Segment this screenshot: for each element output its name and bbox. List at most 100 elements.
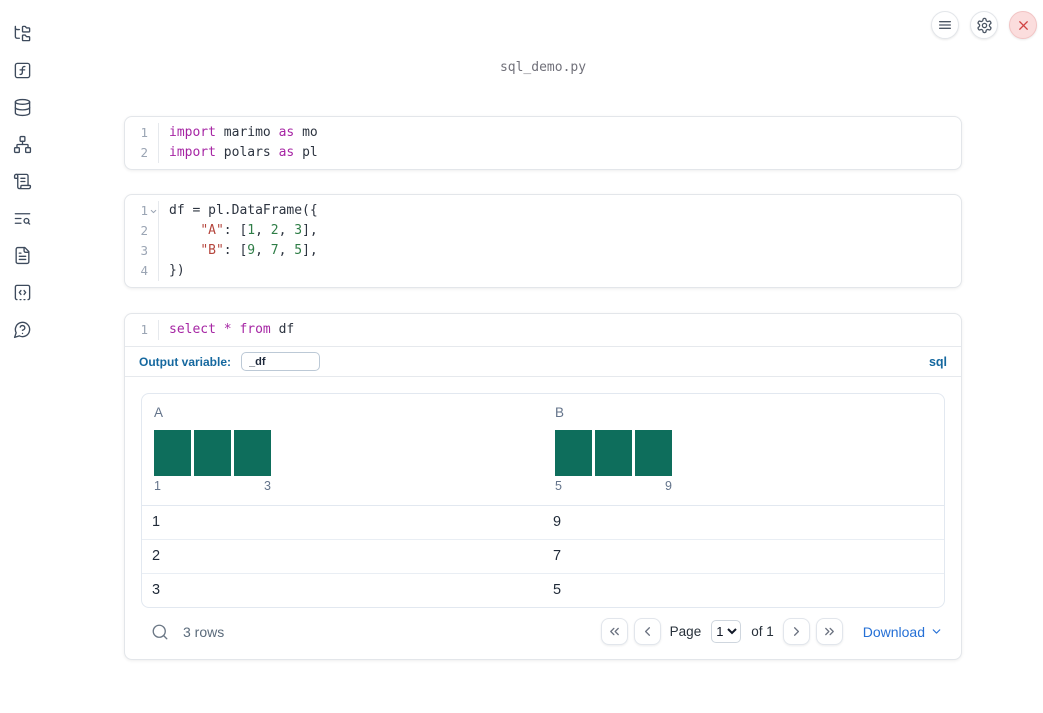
code-line: import marimo as mo bbox=[169, 125, 318, 140]
fold-slot bbox=[148, 241, 158, 261]
file-tree-icon bbox=[13, 24, 32, 43]
fold-slot bbox=[148, 320, 158, 340]
snippets-code-icon bbox=[13, 283, 32, 302]
line-number: 1 bbox=[140, 203, 148, 218]
axis-tick-max: 3 bbox=[264, 479, 271, 493]
code-line: import polars as pl bbox=[169, 145, 318, 160]
last-page-button[interactable] bbox=[815, 618, 843, 645]
download-button[interactable]: Download bbox=[863, 624, 943, 640]
sql-editor[interactable]: 1 select * from df bbox=[125, 314, 961, 347]
row-count: 3 rows bbox=[183, 623, 225, 640]
gutter-line: 3 bbox=[125, 241, 158, 261]
menu-icon bbox=[937, 17, 953, 33]
sidebar-item-snippets[interactable] bbox=[13, 283, 32, 302]
column-name: A bbox=[154, 405, 164, 420]
gutter-line: 4 bbox=[125, 261, 158, 281]
sidebar-item-scratchpad[interactable] bbox=[13, 172, 32, 191]
sidebar-item-variables[interactable] bbox=[13, 61, 32, 80]
gutter-line: 2 bbox=[125, 143, 158, 163]
pagination: Page 1 of 1 bbox=[600, 618, 843, 645]
table-cell: 7 bbox=[553, 548, 562, 564]
function-square-icon bbox=[13, 61, 32, 80]
sidebar-item-logs[interactable] bbox=[13, 209, 32, 228]
code-lines: import marimo as mo import polars as pl bbox=[158, 123, 961, 163]
gutter-line: 1 bbox=[125, 201, 158, 221]
column-name: B bbox=[555, 405, 565, 420]
line-number: 2 bbox=[140, 223, 148, 238]
code-line: "A": [1, 2, 3], bbox=[200, 223, 318, 238]
next-page-button[interactable] bbox=[782, 618, 810, 645]
chevrons-left-icon bbox=[607, 624, 622, 639]
sidebar-item-help[interactable] bbox=[13, 320, 32, 339]
first-page-button[interactable] bbox=[600, 618, 628, 645]
code-line: select * from df bbox=[169, 322, 295, 337]
fold-chevron-icon[interactable] bbox=[148, 201, 158, 221]
histogram-bar bbox=[154, 430, 191, 476]
fold-slot bbox=[148, 221, 158, 241]
line-number: 3 bbox=[140, 243, 148, 258]
histogram-bar bbox=[555, 430, 592, 476]
chevron-down-icon bbox=[930, 625, 943, 638]
datasources-database-icon bbox=[13, 98, 32, 117]
page-select[interactable]: 1 bbox=[711, 620, 742, 643]
fold-slot bbox=[148, 261, 158, 281]
help-question-icon bbox=[13, 320, 32, 339]
prev-page-button[interactable] bbox=[633, 618, 661, 645]
gutter-line: 2 bbox=[125, 221, 158, 241]
line-number: 4 bbox=[140, 263, 148, 278]
code-cell-imports: 1 2 import marimo as mo import polars as pl bbox=[124, 116, 962, 170]
axis-tick-max: 9 bbox=[665, 479, 672, 493]
page-label: Page bbox=[669, 624, 702, 639]
code-lines: select * from df bbox=[158, 320, 961, 340]
histogram-bars bbox=[154, 430, 271, 476]
code-lines: df = pl.DataFrame({ "A": [1, 2, 3], "B":… bbox=[158, 201, 961, 281]
fold-slot bbox=[148, 123, 158, 143]
histogram-bars bbox=[555, 430, 672, 476]
topbar-controls bbox=[931, 11, 1037, 39]
scroll-text-icon bbox=[13, 172, 32, 191]
fold-slot bbox=[148, 143, 158, 163]
line-number: 1 bbox=[140, 322, 148, 337]
code-editor[interactable]: 1 2 3 4 df = pl.DataFrame({ "A": [1, 2, 3], … bbox=[125, 195, 961, 287]
close-icon bbox=[1016, 18, 1031, 33]
code-line: }) bbox=[169, 263, 185, 278]
histogram-bar bbox=[635, 430, 672, 476]
line-number-gutter: 1 2 3 4 bbox=[125, 201, 158, 281]
logs-search-icon bbox=[13, 209, 32, 228]
settings-gear-icon bbox=[976, 17, 993, 34]
sidebar-item-datasources[interactable] bbox=[13, 98, 32, 117]
code-cell-dataframe: 1 2 3 4 df = pl.DataFrame({ "A": [1, 2, 3], … bbox=[124, 194, 962, 288]
output-variable-row: Output variable: sql bbox=[125, 347, 961, 377]
axis-tick-min: 1 bbox=[154, 479, 161, 493]
menu-button[interactable] bbox=[931, 11, 959, 39]
sidebar-item-files[interactable] bbox=[13, 24, 32, 43]
histogram-bar bbox=[595, 430, 632, 476]
settings-button[interactable] bbox=[970, 11, 998, 39]
line-number-gutter: 1 bbox=[125, 320, 158, 340]
sidebar-item-dependencies[interactable] bbox=[13, 135, 32, 154]
code-line: "B": [9, 7, 5], bbox=[200, 243, 318, 258]
axis-tick-min: 5 bbox=[555, 479, 562, 493]
output-variable-input[interactable] bbox=[241, 352, 321, 371]
chevron-left-icon bbox=[640, 624, 655, 639]
code-line: df = pl.DataFrame({ bbox=[169, 203, 318, 218]
page-of-label: of 1 bbox=[751, 624, 774, 639]
table-cell: 5 bbox=[553, 582, 562, 598]
code-editor[interactable]: 1 2 import marimo as mo import polars as pl bbox=[125, 117, 961, 169]
table-cell: 3 bbox=[152, 582, 161, 598]
shutdown-button[interactable] bbox=[1009, 11, 1037, 39]
table-cell: 2 bbox=[152, 548, 161, 564]
search-button[interactable] bbox=[151, 623, 169, 641]
notebook: sql_demo.py 1 2 import marimo as mo import … bbox=[124, 0, 962, 660]
output-variable-label: Output variable: bbox=[139, 354, 232, 369]
sidebar-item-documentation[interactable] bbox=[13, 246, 32, 265]
search-icon bbox=[151, 623, 169, 641]
